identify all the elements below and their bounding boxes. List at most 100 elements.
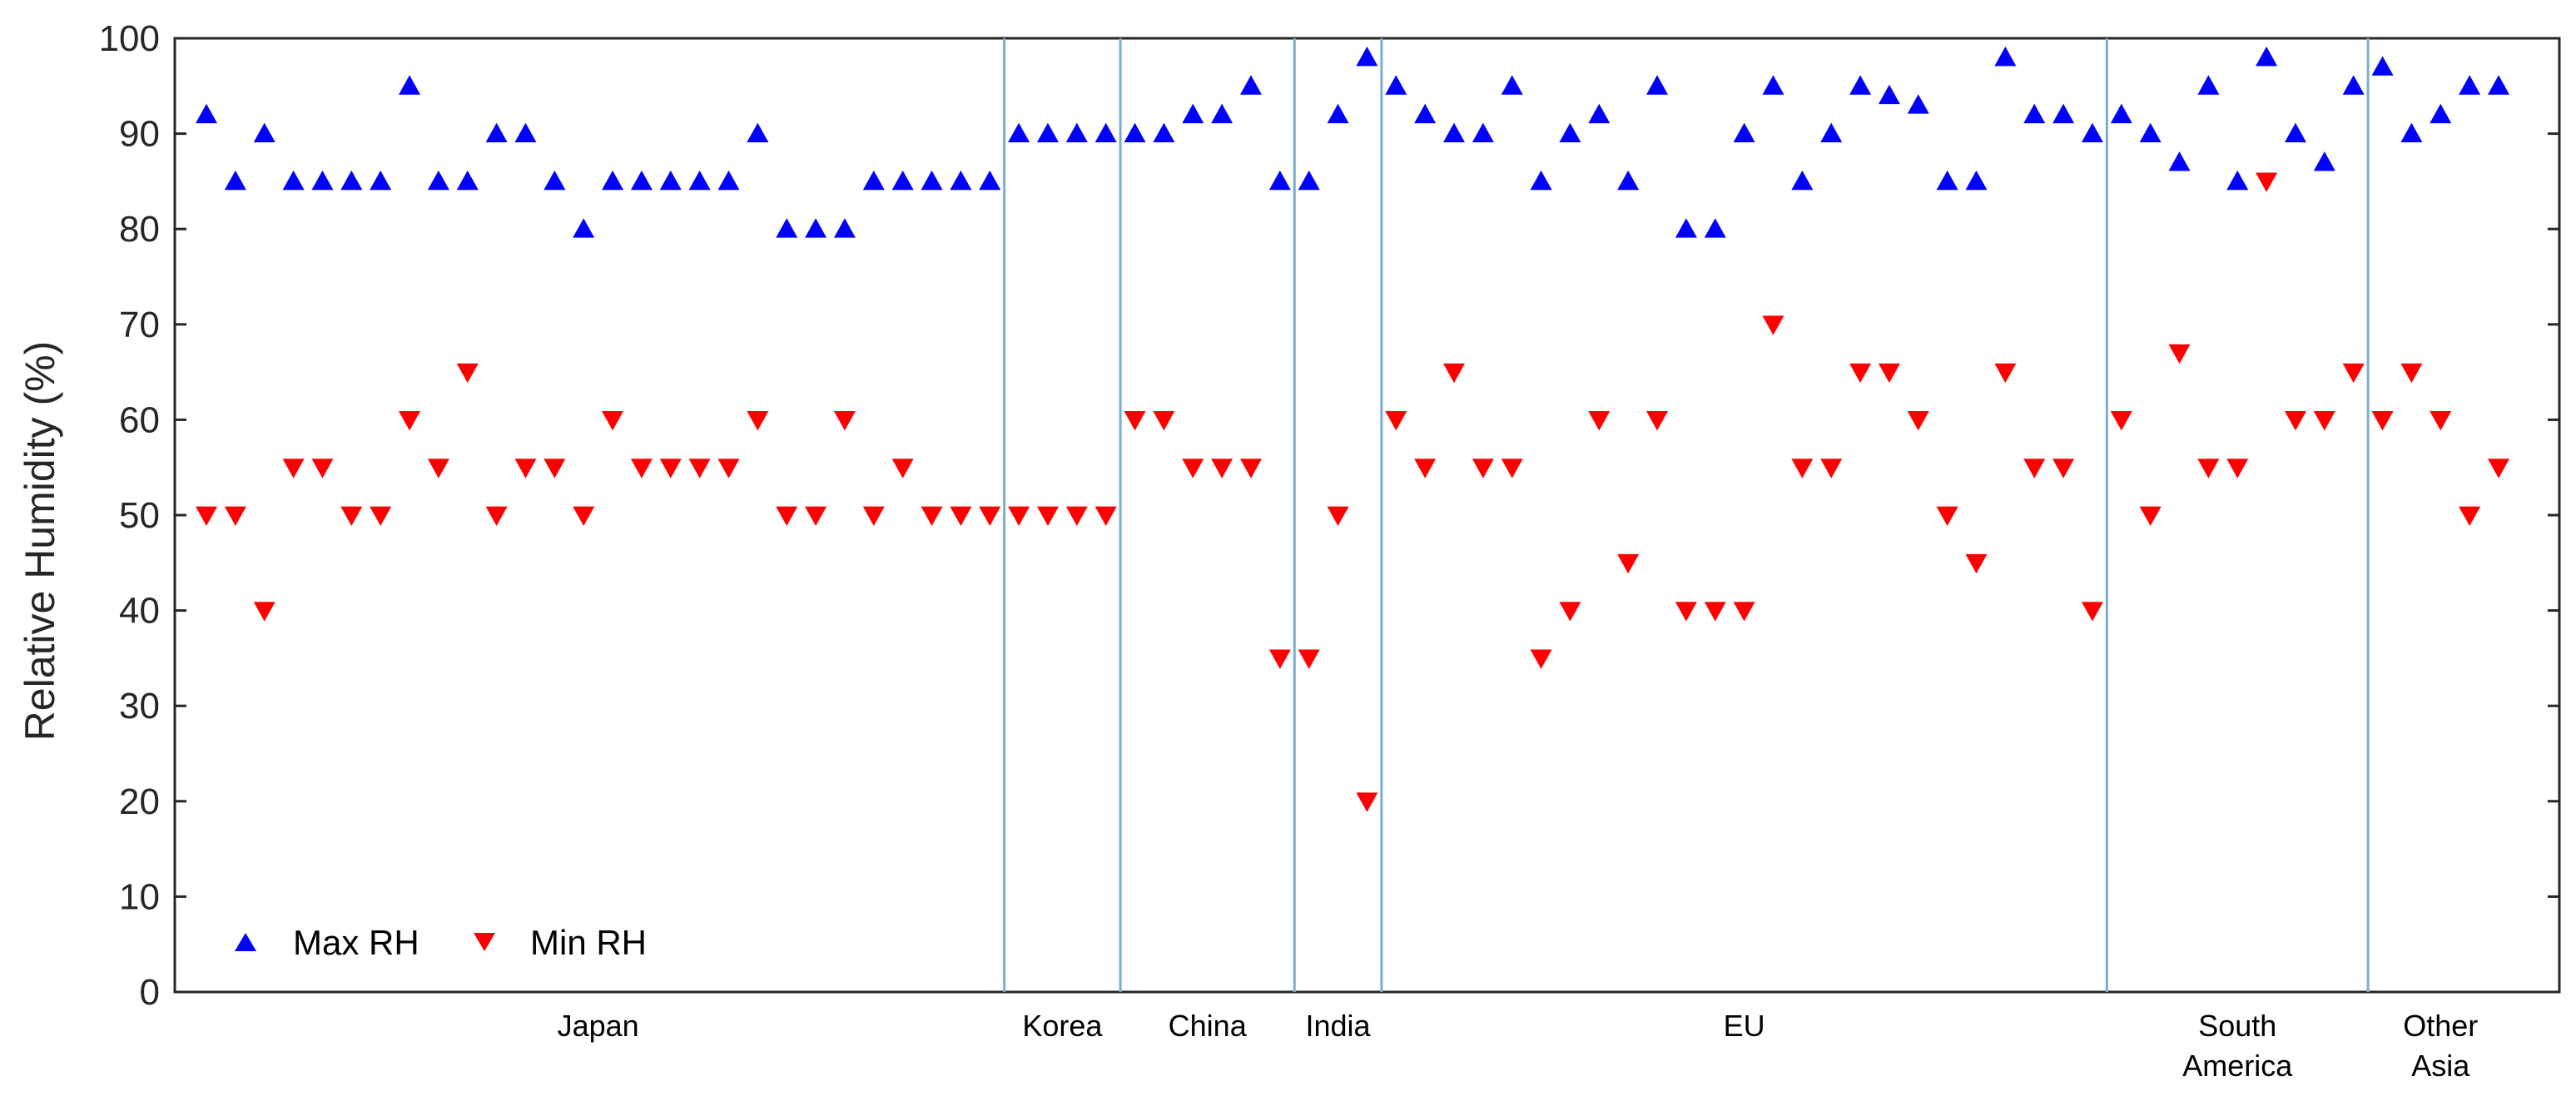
min-rh-point — [427, 459, 449, 479]
min-rh-point — [1588, 411, 1611, 431]
max-rh-point — [1675, 218, 1697, 238]
max-rh-point — [2488, 75, 2509, 95]
max-rh-point — [1443, 122, 1466, 142]
region-label: China — [1169, 1009, 1248, 1043]
min-rh-point — [2459, 506, 2481, 526]
min-rh-point — [1704, 602, 1726, 622]
plot-area: 0 10 20 30 40 50 60 70 80 90 100 Japan Korea China Ind… — [99, 18, 2561, 1083]
max-rh-point — [485, 122, 508, 142]
min-rh-point — [399, 411, 421, 431]
min-rh-point — [1153, 411, 1175, 431]
min-rh-point — [1327, 506, 1349, 526]
min-rh-point — [630, 459, 653, 479]
max-rh-point — [2400, 122, 2423, 142]
max-rh-point — [543, 170, 566, 191]
max-rh-point — [602, 170, 624, 191]
max-rh-point — [1065, 122, 1088, 142]
min-rh-point — [2139, 506, 2162, 526]
max-rh-point — [1530, 170, 1552, 191]
max-rh-point — [1907, 94, 1929, 114]
min-rh-point — [1094, 506, 1117, 526]
min-rh-point — [1239, 459, 1262, 479]
max-rh-point — [1617, 170, 1640, 191]
max-rh-point — [862, 170, 885, 191]
max-rh-point — [659, 170, 682, 191]
min-rh-point — [717, 459, 740, 479]
max-rh-point — [1501, 75, 1523, 95]
max-rh-point — [1820, 122, 1843, 142]
max-rh-point — [311, 170, 334, 191]
max-rh-point — [1472, 122, 1494, 142]
min-rh-point — [833, 411, 856, 431]
min-rh-point — [1675, 602, 1697, 622]
min-rh-point — [311, 459, 334, 479]
min-rh-point — [776, 506, 798, 526]
min-rh-point — [1791, 459, 1814, 479]
max-rh-point — [2371, 56, 2394, 76]
max-rh-point — [1994, 46, 2017, 67]
region-label: Other Asia — [2403, 1009, 2478, 1083]
max-rh-point — [224, 170, 246, 191]
max-rh-point — [1094, 122, 1117, 142]
region-label: Japan — [558, 1009, 639, 1043]
min-rh-point — [1356, 792, 1378, 812]
min-rh-point — [2081, 602, 2103, 622]
region-label: India — [1306, 1009, 1372, 1043]
y-tick-label: 80 — [119, 209, 160, 250]
max-rh-point — [2459, 75, 2481, 95]
y-tick-label: 60 — [119, 399, 160, 440]
max-rh-point — [340, 170, 363, 191]
y-axis-label: Relative Humidity (%) — [17, 341, 63, 741]
min-rh-point — [1124, 411, 1146, 431]
min-rh-point — [1298, 649, 1320, 669]
max-rh-point — [196, 103, 217, 124]
max-rh-point — [776, 218, 798, 238]
max-rh-point — [921, 170, 943, 191]
max-rh-point — [1008, 122, 1030, 142]
min-rh-point — [1530, 649, 1552, 669]
max-rh-point — [2342, 75, 2365, 95]
min-rh-point — [1878, 363, 1900, 384]
max-rh-point — [717, 170, 740, 191]
min-rh-point — [1414, 459, 1437, 479]
max-rh-point — [2110, 103, 2132, 124]
max-rh-point — [1588, 103, 1611, 124]
y-tick-label: 20 — [119, 781, 160, 822]
min-rh-point — [1182, 459, 1204, 479]
max-rh-point — [891, 170, 914, 191]
region-label: Korea — [1022, 1009, 1103, 1043]
y-tick-label: 30 — [119, 686, 160, 727]
min-rh-point — [688, 459, 711, 479]
min-rh-point — [1646, 411, 1669, 431]
min-rh-point — [2168, 344, 2191, 365]
max-rh-point — [1268, 170, 1291, 191]
min-rh-point — [485, 506, 508, 526]
max-rh-point — [1211, 103, 1233, 124]
max-rh-point — [1239, 75, 1262, 95]
min-rh-point — [747, 411, 769, 431]
min-rh-point — [2110, 411, 2132, 431]
min-rh-point — [573, 506, 595, 526]
max-rh-point — [747, 122, 769, 142]
min-rh-point — [196, 506, 217, 526]
min-rh-point — [862, 506, 885, 526]
max-rh-point — [2081, 122, 2103, 142]
y-tick-label: 50 — [119, 495, 160, 536]
min-rh-point — [1936, 506, 1958, 526]
y-tick-label: 90 — [119, 114, 160, 155]
max-rh-point — [2052, 103, 2075, 124]
max-rh-point — [1849, 75, 1872, 95]
max-rh-point — [805, 218, 827, 238]
max-rh-point — [1327, 103, 1349, 124]
min-rh-point — [2023, 459, 2046, 479]
min-rh-point — [2284, 411, 2306, 431]
min-rh-point — [253, 602, 275, 622]
max-rh-point — [1182, 103, 1204, 124]
max-rh-point — [1298, 170, 1320, 191]
legend: Max RH Min RH — [235, 923, 647, 962]
max-rh-point — [1878, 84, 1900, 105]
legend-min-label: Min RH — [530, 923, 647, 962]
max-rh-point — [2197, 75, 2220, 95]
min-rh-point — [2371, 411, 2394, 431]
legend-max-marker — [235, 933, 256, 951]
